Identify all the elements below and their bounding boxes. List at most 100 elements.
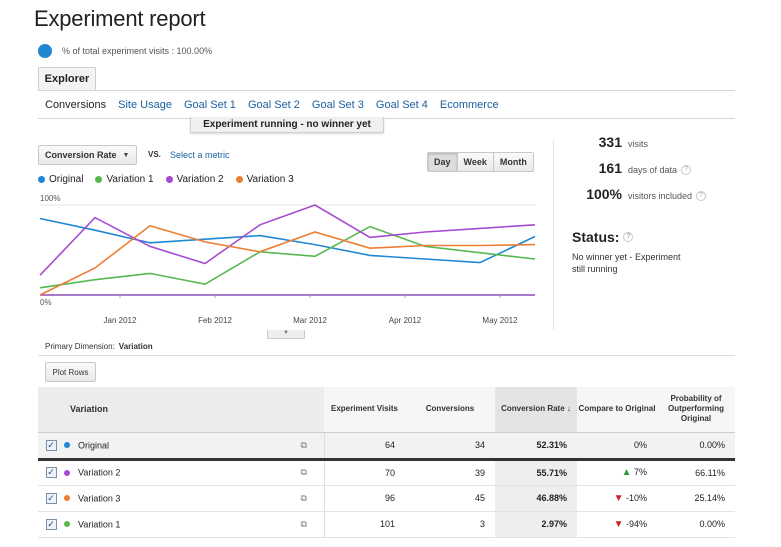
primary-dimension: Primary Dimension: Variation bbox=[45, 342, 153, 351]
primary-dimension-label: Primary Dimension: bbox=[45, 342, 115, 351]
series-dot bbox=[64, 442, 70, 449]
row-detail-icon[interactable]: ⧉ bbox=[284, 432, 325, 461]
row-detail-icon[interactable]: ⧉ bbox=[284, 485, 325, 512]
stat-visitors: 100% visitors included? bbox=[560, 186, 735, 212]
header-compare[interactable]: Compare to Original bbox=[577, 387, 657, 433]
legend-item[interactable]: Variation 2 bbox=[165, 174, 224, 185]
table-header-row: Variation Experiment Visits Conversions … bbox=[38, 387, 735, 433]
subnav-conversions[interactable]: Conversions bbox=[45, 99, 107, 111]
legend-label: Variation 2 bbox=[176, 174, 224, 185]
row-probability: 66.11% bbox=[657, 459, 735, 486]
row-checkbox-cell: ✓ bbox=[38, 432, 64, 461]
stat-visits-value: 331 bbox=[598, 134, 622, 150]
help-icon[interactable]: ? bbox=[696, 191, 707, 201]
row-visits: 70 bbox=[324, 459, 405, 486]
row-detail-icon[interactable]: ⧉ bbox=[284, 511, 325, 538]
row-name: Variation 3 bbox=[64, 485, 284, 512]
down-arrow-icon: ▼ bbox=[613, 492, 624, 504]
chevron-down-icon: ▼ bbox=[122, 151, 130, 159]
metric-dropdown-label: Conversion Rate bbox=[45, 150, 117, 160]
period-day-button[interactable]: Day bbox=[428, 153, 457, 171]
stat-days-value: 161 bbox=[598, 160, 622, 176]
subnav-site-usage[interactable]: Site Usage bbox=[118, 99, 172, 111]
period-toggle: Day Week Month bbox=[427, 152, 534, 172]
row-name-text: Variation 1 bbox=[78, 519, 121, 530]
period-month-button[interactable]: Month bbox=[492, 153, 533, 171]
help-icon[interactable]: ? bbox=[681, 165, 692, 175]
row-checkbox[interactable]: ✓ bbox=[45, 492, 57, 504]
header-conversions[interactable]: Conversions bbox=[405, 387, 495, 433]
legend-dot bbox=[165, 176, 173, 183]
row-detail-icon[interactable]: ⧉ bbox=[284, 459, 325, 486]
row-name-text: Variation 3 bbox=[78, 493, 121, 504]
tab-divider bbox=[38, 90, 735, 91]
y-axis-bottom-label: 0% bbox=[40, 298, 52, 307]
row-compare: ▲ 7% bbox=[577, 459, 657, 486]
series-dot bbox=[64, 469, 70, 476]
row-name: Variation 1 bbox=[64, 511, 284, 538]
status-text: No winner yet - Experiment still running bbox=[572, 252, 681, 274]
header-conversion-rate[interactable]: Conversion Rate ↓ bbox=[495, 387, 577, 433]
row-checkbox[interactable]: ✓ bbox=[45, 439, 57, 451]
series-line-variation-3 bbox=[39, 224, 536, 296]
row-rate: 46.88% bbox=[495, 485, 577, 512]
row-name-text: Variation 2 bbox=[78, 467, 121, 478]
period-week-button[interactable]: Week bbox=[456, 153, 493, 171]
metric-dropdown[interactable]: Conversion Rate ▼ bbox=[38, 145, 137, 165]
row-compare: ▼ -10% bbox=[577, 485, 657, 512]
row-probability: 0.00% bbox=[657, 511, 735, 538]
legend-item[interactable]: Variation 1 bbox=[95, 174, 154, 185]
experiment-stats: 331 visits 161 days of data? 100% visito… bbox=[560, 134, 735, 212]
row-checkbox[interactable]: ✓ bbox=[45, 518, 57, 530]
legend-item[interactable]: Variation 3 bbox=[235, 174, 294, 185]
primary-dimension-value[interactable]: Variation bbox=[118, 342, 153, 351]
legend-label: Original bbox=[49, 174, 84, 185]
row-probability: 0.00% bbox=[657, 432, 735, 461]
row-name-text: Original bbox=[78, 440, 110, 451]
subnav-goal-set-1[interactable]: Goal Set 1 bbox=[183, 99, 236, 111]
header-probability[interactable]: Probability of Outperforming Original bbox=[657, 387, 735, 433]
sub-navigation: Conversions Site Usage Goal Set 1 Goal S… bbox=[45, 99, 511, 111]
table-row[interactable]: ✓ Original ⧉ 64 34 52.31% 0% 0.00% bbox=[38, 432, 735, 461]
x-tick-label: Jan 2012 bbox=[104, 316, 137, 325]
stat-visits-label: visits bbox=[628, 139, 648, 149]
experiment-status-banner: Experiment running - no winner yet bbox=[190, 117, 384, 133]
chart-resize-handle[interactable]: ▼ bbox=[267, 330, 305, 339]
table-row[interactable]: ✓ Variation 2 ⧉ 70 39 55.71% ▲ 7% 66.11% bbox=[38, 459, 735, 486]
x-tick-label: Feb 2012 bbox=[198, 316, 232, 325]
visits-percentage-text: % of total experiment visits : 100.00% bbox=[62, 46, 213, 56]
row-conversions: 39 bbox=[405, 459, 495, 486]
plot-rows-button[interactable]: Plot Rows bbox=[45, 362, 96, 382]
status-heading-text: Status: bbox=[572, 229, 620, 245]
help-icon[interactable]: ? bbox=[623, 232, 634, 242]
table-row[interactable]: ✓ Variation 1 ⧉ 101 3 2.97% ▼ -94% 0.00% bbox=[38, 511, 735, 538]
stat-visitors-value: 100% bbox=[586, 186, 622, 202]
tab-explorer[interactable]: Explorer bbox=[38, 67, 96, 90]
subnav-goal-set-2[interactable]: Goal Set 2 bbox=[247, 99, 300, 111]
row-checkbox-cell: ✓ bbox=[38, 511, 64, 538]
subnav-divider bbox=[38, 118, 735, 119]
row-rate: 55.71% bbox=[495, 459, 577, 486]
legend-item[interactable]: Original bbox=[38, 174, 83, 185]
chart-legend: Original Variation 1 Variation 2 Variati… bbox=[38, 174, 306, 185]
visits-percentage: % of total experiment visits : 100.00% bbox=[38, 44, 212, 58]
header-visits[interactable]: Experiment Visits bbox=[324, 387, 405, 433]
row-checkbox[interactable]: ✓ bbox=[45, 467, 57, 478]
subnav-ecommerce[interactable]: Ecommerce bbox=[439, 99, 499, 111]
legend-label: Variation 1 bbox=[106, 174, 154, 185]
select-metric-link[interactable]: Select a metric bbox=[170, 150, 230, 160]
row-rate: 2.97% bbox=[495, 511, 577, 538]
line-chart[interactable]: 100% 0% Jan 2012 Feb 2012 Mar 2012 Apr 2012 Ma… bbox=[30, 190, 550, 335]
legend-label: Variation 3 bbox=[246, 174, 294, 185]
row-compare: ▼ -94% bbox=[577, 511, 657, 538]
header-variation[interactable]: Variation bbox=[38, 387, 324, 433]
subnav-goal-set-4[interactable]: Goal Set 4 bbox=[375, 99, 428, 111]
chart-stats-divider bbox=[553, 140, 554, 330]
series-dot bbox=[64, 521, 70, 528]
subnav-goal-set-3[interactable]: Goal Set 3 bbox=[311, 99, 364, 111]
stat-visitors-label-text: visitors included bbox=[628, 191, 693, 201]
up-arrow-icon: ▲ bbox=[621, 467, 632, 478]
table-row[interactable]: ✓ Variation 3 ⧉ 96 45 46.88% ▼ -10% 25.1… bbox=[38, 485, 735, 512]
dimension-divider bbox=[38, 355, 735, 356]
stat-visits: 331 visits bbox=[560, 134, 735, 160]
